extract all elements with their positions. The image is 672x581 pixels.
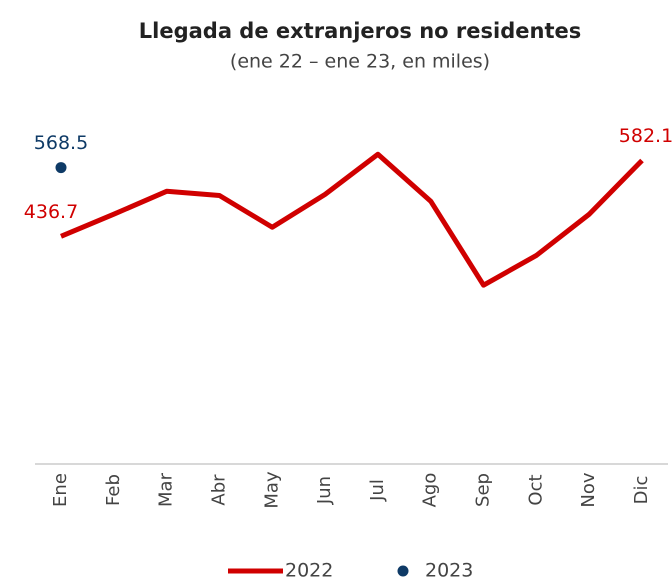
x-tick-label: Ene [50, 473, 71, 507]
x-tick-label: Dic [631, 476, 652, 505]
x-tick-label: Ago [420, 473, 441, 508]
x-tick-label: Feb [103, 474, 124, 506]
x-tick-label: Jul [367, 479, 388, 502]
x-tick-label: Sep [473, 473, 494, 507]
x-tick-label: Abr [208, 474, 229, 506]
data-label: 582.1 [619, 125, 672, 147]
line [60, 151, 644, 288]
x-tick-label: May [261, 471, 282, 509]
data-label: 436.7 [24, 201, 78, 223]
x-tick-label: Oct [525, 474, 546, 505]
x-tick-label: Mar [156, 472, 177, 507]
legend-label: 2022 [285, 560, 333, 581]
x-tick-label: Nov [578, 472, 599, 507]
x-tick-label: Jun [314, 476, 335, 505]
point [55, 162, 67, 174]
chart-subtitle: (ene 22 – ene 23, en miles) [230, 51, 490, 73]
data-label: 568.5 [34, 132, 88, 154]
legend-swatch [397, 565, 409, 577]
legend-label: 2023 [425, 560, 473, 581]
chart-title: Llegada de extranjeros no residentes [139, 19, 581, 43]
